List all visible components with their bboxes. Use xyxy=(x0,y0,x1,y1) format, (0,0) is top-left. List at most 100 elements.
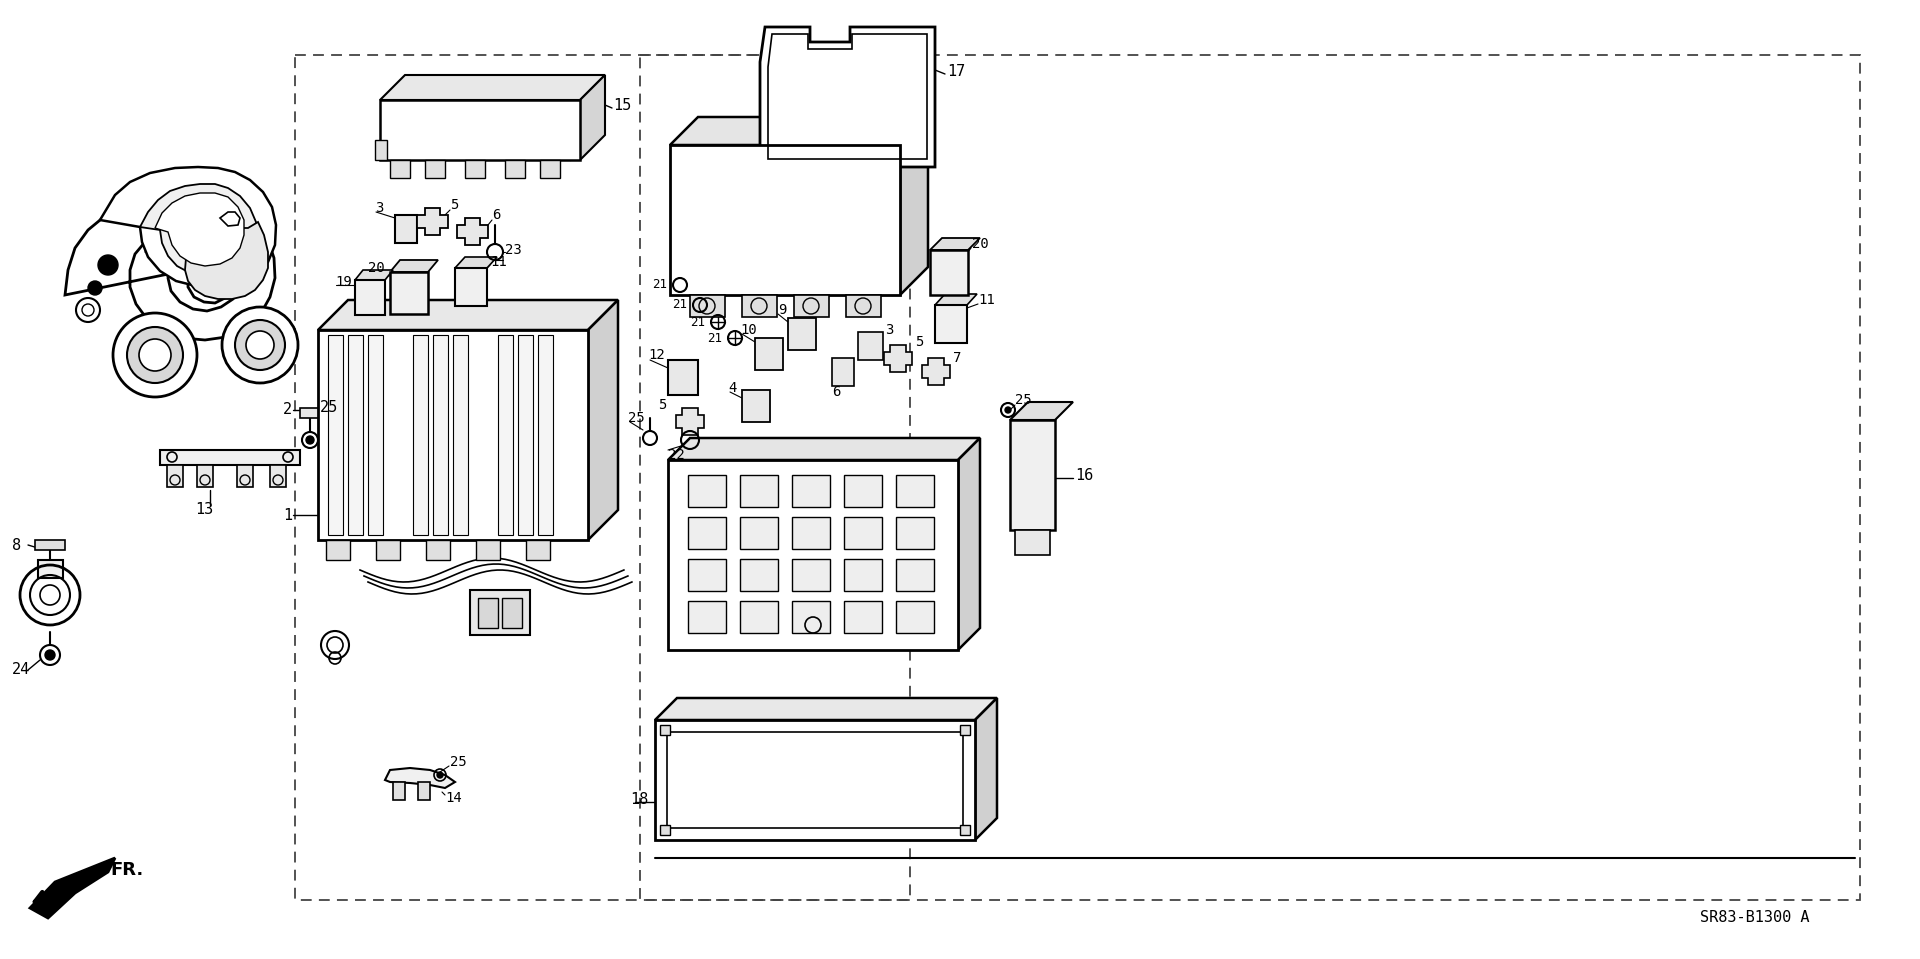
Bar xyxy=(687,517,726,549)
Text: 3: 3 xyxy=(885,323,893,337)
Bar xyxy=(348,335,363,535)
Text: 23: 23 xyxy=(505,243,522,257)
Polygon shape xyxy=(668,438,979,460)
Bar xyxy=(687,601,726,633)
Bar xyxy=(380,100,580,160)
Bar xyxy=(236,465,253,487)
Bar xyxy=(741,390,770,422)
Bar xyxy=(396,215,417,243)
Text: 17: 17 xyxy=(947,64,966,80)
Text: 21: 21 xyxy=(653,278,666,292)
Polygon shape xyxy=(31,858,115,918)
Bar xyxy=(845,517,881,549)
Polygon shape xyxy=(221,212,240,226)
Bar xyxy=(319,330,588,540)
Bar xyxy=(540,160,561,178)
Bar xyxy=(426,540,449,560)
Bar xyxy=(935,305,968,343)
Polygon shape xyxy=(140,184,255,276)
Bar xyxy=(831,358,854,386)
Polygon shape xyxy=(417,208,447,235)
Polygon shape xyxy=(958,438,979,650)
Bar xyxy=(897,559,933,591)
Circle shape xyxy=(234,320,284,370)
Text: 25: 25 xyxy=(449,755,467,769)
Text: 14: 14 xyxy=(445,791,461,805)
Text: 18: 18 xyxy=(630,792,649,807)
Text: 15: 15 xyxy=(612,98,632,112)
Bar xyxy=(526,540,549,560)
Bar xyxy=(739,517,778,549)
Bar xyxy=(845,559,881,591)
Text: 6: 6 xyxy=(831,385,841,399)
Polygon shape xyxy=(588,300,618,540)
Bar xyxy=(668,460,958,650)
Text: 3: 3 xyxy=(374,201,384,215)
Bar xyxy=(791,559,829,591)
Bar xyxy=(687,559,726,591)
Bar xyxy=(845,475,881,507)
Polygon shape xyxy=(386,768,455,788)
Text: 21: 21 xyxy=(672,298,687,312)
Circle shape xyxy=(1004,407,1012,413)
Text: 13: 13 xyxy=(196,503,213,518)
Text: 12: 12 xyxy=(649,348,664,362)
Circle shape xyxy=(138,339,171,371)
Bar xyxy=(35,540,65,550)
Bar xyxy=(845,601,881,633)
Bar xyxy=(501,598,522,628)
Text: 20: 20 xyxy=(369,261,384,275)
Circle shape xyxy=(98,255,117,275)
Bar xyxy=(465,160,486,178)
Polygon shape xyxy=(380,75,605,100)
Bar xyxy=(455,268,488,306)
Bar xyxy=(739,559,778,591)
Text: 25: 25 xyxy=(321,401,338,415)
Bar xyxy=(739,601,778,633)
Bar xyxy=(300,408,321,418)
Bar xyxy=(670,145,900,295)
Polygon shape xyxy=(929,238,979,250)
Text: 25: 25 xyxy=(1016,393,1031,407)
Polygon shape xyxy=(156,193,244,266)
Bar xyxy=(328,335,344,535)
Bar xyxy=(1016,530,1050,555)
Bar xyxy=(390,160,411,178)
Bar xyxy=(858,332,883,360)
Text: 9: 9 xyxy=(778,303,787,317)
Bar xyxy=(897,517,933,549)
Bar xyxy=(847,295,881,317)
Polygon shape xyxy=(319,300,618,330)
Polygon shape xyxy=(676,408,705,435)
Bar xyxy=(666,732,964,828)
Bar xyxy=(791,475,829,507)
Bar xyxy=(470,590,530,635)
Polygon shape xyxy=(900,117,927,295)
Text: 2: 2 xyxy=(282,403,292,417)
Bar xyxy=(689,295,726,317)
Bar xyxy=(413,335,428,535)
Polygon shape xyxy=(883,345,912,372)
Bar xyxy=(434,335,447,535)
Polygon shape xyxy=(100,167,276,287)
Bar xyxy=(376,540,399,560)
Circle shape xyxy=(127,327,182,383)
Text: 16: 16 xyxy=(1075,467,1092,482)
Text: 22: 22 xyxy=(668,448,685,462)
Bar xyxy=(897,475,933,507)
Text: 20: 20 xyxy=(972,237,989,251)
Bar xyxy=(390,272,428,314)
Bar xyxy=(478,598,497,628)
Bar xyxy=(497,335,513,535)
Polygon shape xyxy=(975,698,996,840)
Bar xyxy=(538,335,553,535)
Bar xyxy=(296,55,910,900)
Circle shape xyxy=(305,436,315,444)
Bar xyxy=(795,295,829,317)
Bar xyxy=(660,725,670,735)
Text: 6: 6 xyxy=(492,208,501,222)
Polygon shape xyxy=(935,294,977,305)
Polygon shape xyxy=(670,117,927,145)
Bar xyxy=(787,318,816,350)
Circle shape xyxy=(246,331,275,359)
